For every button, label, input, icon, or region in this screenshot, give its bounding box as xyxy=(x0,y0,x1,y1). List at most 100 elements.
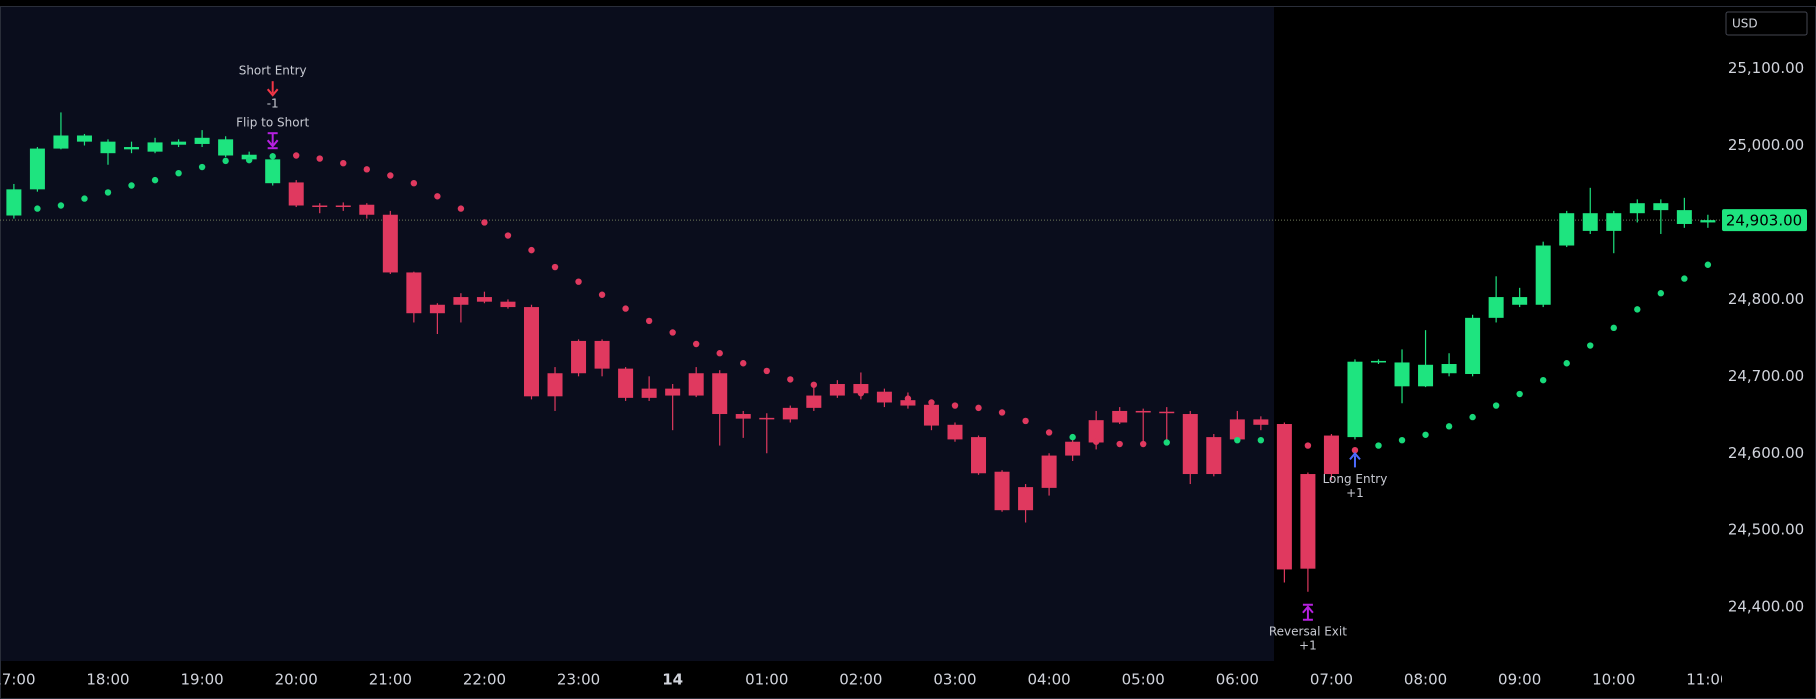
y-tick-label: 24,400.00 xyxy=(1728,598,1804,616)
last-price-tag xyxy=(1722,209,1807,232)
sar-dot xyxy=(1351,446,1359,454)
candle-body xyxy=(171,141,187,145)
x-tick-label: 08:00 xyxy=(1404,671,1447,689)
x-tick-label: 19:00 xyxy=(180,671,223,689)
sar-dot xyxy=(1022,417,1029,425)
sar-dot xyxy=(622,305,629,312)
candle-body xyxy=(124,147,140,150)
sar-dot xyxy=(598,291,606,298)
sar-dot xyxy=(1492,402,1500,409)
sar-dot xyxy=(1069,433,1076,441)
sar-dot xyxy=(857,390,865,397)
x-tick-label: 06:00 xyxy=(1216,671,1259,689)
candle-body xyxy=(406,272,422,314)
sar-dot xyxy=(1092,438,1100,445)
candle-body xyxy=(100,141,116,154)
candle-body xyxy=(6,189,22,216)
candle-body xyxy=(947,424,963,440)
candle-body xyxy=(1065,441,1081,456)
candle-body xyxy=(923,404,939,426)
sar-dot xyxy=(1257,436,1265,444)
candle-body xyxy=(1559,213,1575,246)
last-price-label: 24,903.00 xyxy=(1726,212,1802,230)
sar-dot xyxy=(175,169,182,177)
sar-dot xyxy=(740,360,747,367)
candle-body xyxy=(476,297,492,302)
candle-body xyxy=(1441,364,1457,374)
candle-body xyxy=(712,373,728,415)
candle-body xyxy=(1606,213,1622,231)
sar-dot xyxy=(1516,390,1523,398)
candle-body xyxy=(641,388,657,398)
candle-body xyxy=(312,205,328,208)
marker-head xyxy=(266,88,279,97)
sar-dot xyxy=(1375,442,1382,449)
x-tick-label: 18:00 xyxy=(86,671,129,689)
x-tick-label: 21:00 xyxy=(369,671,412,689)
x-tick-label: 09:00 xyxy=(1498,671,1541,689)
signal-qty: +1 xyxy=(1299,638,1317,652)
candle-body xyxy=(1582,213,1598,231)
candle-body xyxy=(1276,424,1292,570)
candle-body xyxy=(1300,474,1316,569)
candle-body xyxy=(594,340,610,369)
candle-body xyxy=(618,368,634,398)
x-tick-label: 04:00 xyxy=(1027,671,1070,689)
x-tick-label: 01:00 xyxy=(745,671,788,689)
sar-dot xyxy=(81,195,88,202)
marker-head xyxy=(1302,605,1314,614)
sar-dot xyxy=(57,202,65,209)
sar-dot xyxy=(669,329,676,336)
candle-body xyxy=(1512,297,1528,305)
candle-body xyxy=(1229,419,1245,440)
candle-body xyxy=(759,417,775,420)
x-tick-label: 07:00 xyxy=(1310,671,1353,689)
candle-body xyxy=(1182,414,1198,475)
candle-body xyxy=(1253,419,1269,425)
candle-body xyxy=(1159,411,1175,414)
candle-body xyxy=(335,205,351,208)
x-tick-label: 11:00 xyxy=(1686,671,1729,689)
candle-body xyxy=(1088,420,1104,443)
candle-body xyxy=(971,437,987,474)
sar-dot xyxy=(434,193,441,200)
sar-dot xyxy=(1045,429,1053,436)
candle-body xyxy=(1488,297,1504,318)
signal-label: Long Entry xyxy=(1323,472,1388,486)
candle-body xyxy=(994,471,1010,511)
currency-label: USD xyxy=(1732,17,1758,31)
candle-body xyxy=(735,414,751,419)
candle-body xyxy=(665,388,681,396)
marker-head xyxy=(266,139,279,148)
sar-dot xyxy=(128,182,135,189)
candle-body xyxy=(1370,360,1386,363)
candle-body xyxy=(359,204,375,215)
sar-dot xyxy=(151,176,159,184)
sar-dot xyxy=(387,172,394,179)
y-tick-label: 25,000.00 xyxy=(1728,136,1804,154)
signal-label: Reversal Exit xyxy=(1269,624,1347,638)
sar-dot xyxy=(104,189,112,196)
sar-dot xyxy=(528,246,535,254)
candle-body xyxy=(1041,455,1057,488)
x-tick-label: 03:00 xyxy=(933,671,976,689)
candle-body xyxy=(1676,210,1692,224)
candle-body xyxy=(1347,361,1363,438)
sar-dot xyxy=(1657,290,1665,297)
candle-body xyxy=(806,395,822,408)
sar-dot xyxy=(363,166,370,173)
sar-dot xyxy=(1610,324,1617,332)
sar-dot xyxy=(293,152,300,159)
candle-body xyxy=(523,307,539,397)
candle-body xyxy=(571,340,587,374)
x-tick-label: 05:00 xyxy=(1122,671,1165,689)
x-tick-label: 23:00 xyxy=(557,671,600,689)
sar-dot xyxy=(1539,376,1547,384)
y-tick-label: 24,700.00 xyxy=(1728,367,1804,385)
x-tick-label: 10:00 xyxy=(1592,671,1635,689)
currency-box[interactable] xyxy=(1725,11,1808,36)
sar-dot xyxy=(457,205,465,212)
sar-dot xyxy=(1140,440,1147,448)
candle-body xyxy=(853,384,869,394)
